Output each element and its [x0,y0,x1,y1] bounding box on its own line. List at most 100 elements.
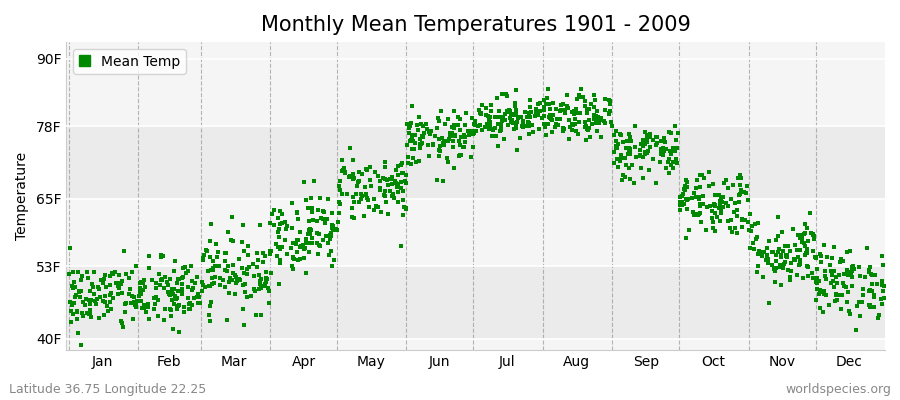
Point [204,281,219,287]
Point [220,317,234,323]
Point [319,233,333,239]
Point [615,176,629,183]
Point [447,122,462,128]
Point [788,257,802,263]
Point [393,243,408,250]
Point [572,92,587,98]
Point [119,300,133,306]
Point [484,102,499,108]
Point [85,280,99,287]
Point [420,126,435,132]
Point [605,123,619,129]
Point [352,198,366,205]
Point [405,146,419,152]
Point [426,140,440,147]
Point [537,104,552,110]
Point [603,98,617,104]
Point [111,282,125,288]
Point [749,235,763,242]
Point [202,312,216,318]
Point [181,284,195,290]
Point [853,313,868,320]
Point [244,293,258,299]
Point [104,299,118,306]
Point [160,282,175,288]
Point [256,259,270,265]
Point [99,302,113,309]
Point [338,168,352,175]
Point [271,234,285,240]
Point [204,267,219,273]
Point [235,239,249,245]
Point [622,146,636,152]
Point [172,276,186,282]
Point [591,117,606,124]
Point [640,136,654,142]
Point [401,124,416,130]
Point [817,291,832,298]
Point [175,286,189,292]
Point [196,252,211,258]
Point [733,172,747,178]
Y-axis label: Temperature: Temperature [15,152,29,240]
Point [141,316,156,322]
Point [670,130,685,136]
Point [812,290,826,297]
Point [220,268,234,274]
Point [273,221,287,227]
Point [313,243,328,250]
Point [263,248,277,254]
Point [485,132,500,139]
Point [73,294,87,300]
Point [67,278,81,285]
Point [773,264,788,271]
Point [707,202,722,208]
Point [284,244,298,251]
Point [252,286,266,293]
Point [590,108,604,114]
Point [541,114,555,120]
Point [206,265,220,272]
Point [395,170,410,176]
Point [105,271,120,278]
Point [404,120,419,127]
Point [267,207,282,213]
Point [825,272,840,278]
Point [453,152,467,158]
Point [184,299,198,306]
Point [186,295,201,301]
Point [241,252,256,258]
Point [453,116,467,123]
Point [325,263,339,269]
Point [316,208,330,214]
Point [793,247,807,254]
Point [603,101,617,107]
Point [531,112,545,118]
Point [167,257,182,264]
Point [465,144,480,150]
Point [500,109,515,115]
Point [304,195,319,201]
Point [564,121,579,128]
Point [115,290,130,296]
Point [705,215,719,222]
Point [412,140,427,147]
Point [734,187,748,193]
Point [637,141,652,147]
Point [742,245,757,252]
Point [576,94,590,100]
Point [810,286,824,292]
Point [69,316,84,322]
Point [423,131,437,137]
Point [464,114,479,121]
Point [331,183,346,190]
Point [867,294,881,301]
Point [446,125,461,132]
Point [830,297,844,303]
Point [563,124,578,130]
Point [256,250,271,257]
Point [274,220,289,226]
Point [836,283,850,290]
Point [863,304,878,310]
Point [359,166,374,172]
